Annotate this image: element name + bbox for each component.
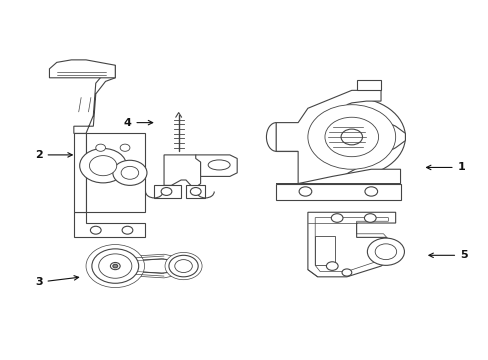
Polygon shape	[185, 185, 205, 198]
Circle shape	[341, 269, 351, 276]
Circle shape	[90, 226, 101, 234]
Text: 2: 2	[35, 150, 72, 160]
Polygon shape	[276, 90, 405, 184]
Circle shape	[307, 105, 395, 169]
Polygon shape	[86, 134, 144, 212]
Circle shape	[110, 262, 120, 270]
Polygon shape	[195, 155, 237, 176]
Circle shape	[89, 156, 117, 176]
Circle shape	[92, 249, 139, 283]
Polygon shape	[115, 259, 183, 273]
Circle shape	[364, 187, 377, 196]
Circle shape	[113, 264, 118, 268]
Circle shape	[190, 188, 201, 195]
Polygon shape	[74, 212, 144, 237]
Text: 1: 1	[426, 162, 465, 172]
Ellipse shape	[208, 160, 230, 170]
Circle shape	[364, 214, 375, 222]
Circle shape	[168, 255, 198, 277]
Circle shape	[366, 238, 404, 265]
Circle shape	[325, 117, 378, 157]
Circle shape	[161, 188, 171, 195]
Circle shape	[326, 262, 337, 270]
Polygon shape	[276, 169, 400, 184]
Circle shape	[299, 187, 311, 196]
Circle shape	[122, 226, 133, 234]
Circle shape	[330, 214, 342, 222]
Circle shape	[174, 260, 192, 273]
Circle shape	[121, 166, 139, 179]
Polygon shape	[74, 65, 115, 134]
Circle shape	[99, 254, 132, 278]
Polygon shape	[163, 155, 200, 187]
Circle shape	[80, 148, 126, 183]
Polygon shape	[276, 184, 400, 200]
Circle shape	[340, 129, 362, 145]
Circle shape	[86, 244, 144, 288]
Circle shape	[113, 160, 147, 185]
Circle shape	[120, 144, 130, 151]
Polygon shape	[49, 60, 115, 78]
Polygon shape	[307, 212, 395, 277]
Polygon shape	[356, 80, 380, 90]
Circle shape	[164, 252, 202, 280]
Circle shape	[374, 244, 396, 260]
Text: 5: 5	[428, 250, 467, 260]
Circle shape	[96, 144, 105, 151]
Polygon shape	[276, 123, 298, 151]
Polygon shape	[154, 185, 181, 198]
Polygon shape	[74, 134, 86, 212]
Text: 3: 3	[35, 276, 79, 287]
Circle shape	[298, 98, 405, 176]
Text: 4: 4	[123, 118, 152, 128]
